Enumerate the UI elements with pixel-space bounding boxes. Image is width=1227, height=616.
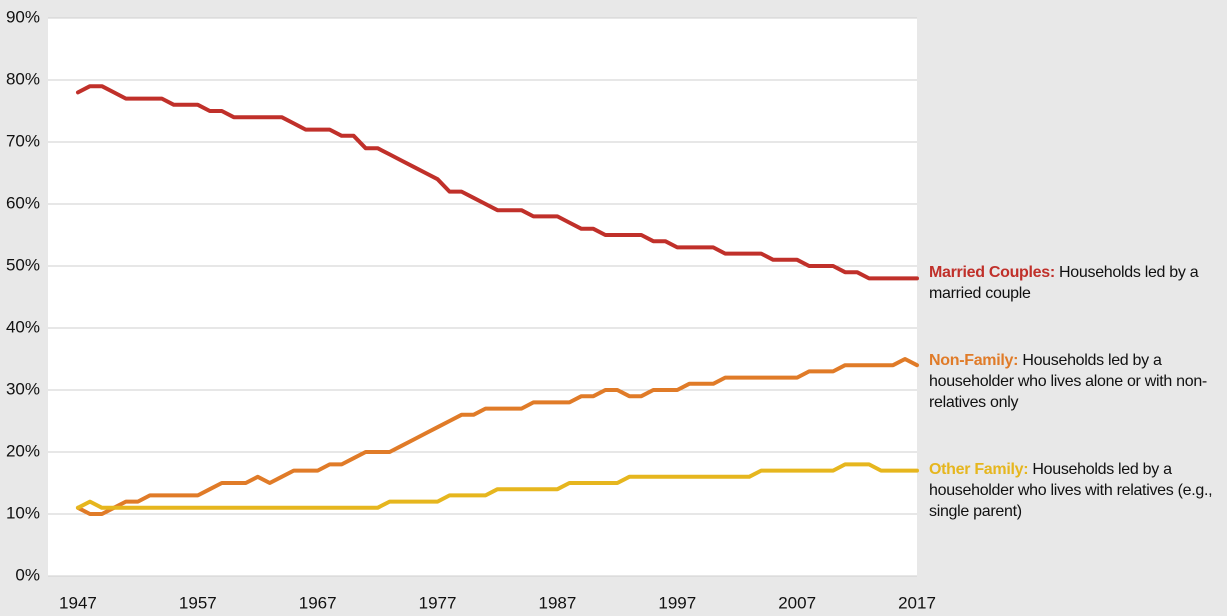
x-tick-label: 1997 <box>658 593 696 612</box>
x-tick-label: 1987 <box>538 593 576 612</box>
x-tick-label: 2007 <box>778 593 816 612</box>
legend-entry: Married Couples: Households led by a mar… <box>929 262 1225 304</box>
y-tick-label: 20% <box>6 441 40 460</box>
x-tick-label: 1967 <box>299 593 337 612</box>
legend-name: Other Family: <box>929 461 1029 478</box>
series-line <box>75 357 919 516</box>
x-tick-label: 1957 <box>179 593 217 612</box>
legend-name: Non-Family: <box>929 352 1019 369</box>
y-tick-label: 0% <box>15 565 40 584</box>
legend-description: Households led by a married couple <box>929 264 1199 302</box>
legend-entry: Other Family: Households led by a househ… <box>929 459 1225 522</box>
y-tick-label: 50% <box>6 255 40 274</box>
y-tick-label: 10% <box>6 503 40 522</box>
x-tick-label: 1977 <box>419 593 457 612</box>
plot-area <box>48 18 917 576</box>
x-tick-label: 1947 <box>59 593 97 612</box>
legend-description: Households led by a householder who live… <box>929 352 1207 411</box>
series-line <box>75 462 919 510</box>
legend-entry: Non-Family: Households led by a househol… <box>929 350 1225 413</box>
legend-name: Married Couples: <box>929 264 1055 281</box>
y-tick-label: 80% <box>6 69 40 88</box>
y-tick-label: 90% <box>6 7 40 26</box>
y-tick-label: 40% <box>6 317 40 336</box>
series-line <box>75 84 919 281</box>
y-tick-label: 70% <box>6 131 40 150</box>
y-tick-label: 30% <box>6 379 40 398</box>
y-tick-label: 60% <box>6 193 40 212</box>
legend-description: Households led by a householder who live… <box>929 461 1213 520</box>
x-tick-label: 2017 <box>898 593 936 612</box>
